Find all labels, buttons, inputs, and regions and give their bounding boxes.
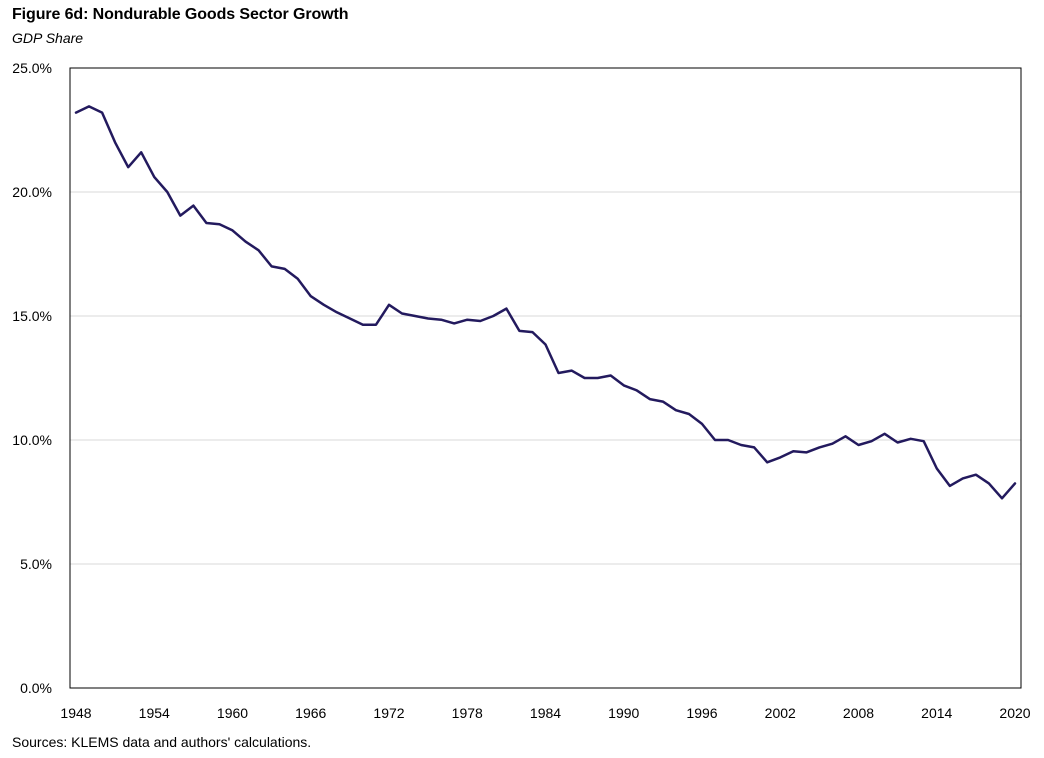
y-tick-label: 20.0%	[12, 184, 52, 200]
y-tick-label: 5.0%	[20, 556, 52, 572]
x-tick-label: 1972	[373, 705, 404, 721]
series-line	[74, 105, 1017, 500]
x-tick-label: 2008	[843, 705, 874, 721]
y-axis-tick-labels: 0.0% 5.0% 10.0% 15.0% 20.0% 25.0%	[12, 60, 52, 696]
x-tick-label: 1984	[530, 705, 561, 721]
y-tick-label: 15.0%	[12, 308, 52, 324]
x-tick-label: 1966	[295, 705, 326, 721]
y-tick-label: 25.0%	[12, 60, 52, 76]
x-tick-label: 2020	[999, 705, 1030, 721]
y-tick-label: 0.0%	[20, 680, 52, 696]
chart-title: Figure 6d: Nondurable Goods Sector Growt…	[12, 6, 349, 23]
x-tick-label: 1948	[60, 705, 91, 721]
x-tick-label: 2002	[765, 705, 796, 721]
x-tick-label: 1996	[686, 705, 717, 721]
chart-subtitle: GDP Share	[12, 30, 84, 46]
x-tick-label: 1978	[452, 705, 483, 721]
y-tick-label: 10.0%	[12, 432, 52, 448]
x-tick-label: 1960	[217, 705, 248, 721]
x-tick-label: 1990	[608, 705, 639, 721]
x-tick-label: 2014	[921, 705, 952, 721]
plot-area-frame	[69, 67, 1022, 689]
series-layer	[74, 105, 1017, 500]
gridlines	[70, 191, 1021, 565]
x-tick-label: 1954	[139, 705, 170, 721]
x-axis-tick-labels: 1948 1954 1960 1966 1972 1978 1984 1990 1996 2002…	[60, 705, 1030, 721]
chart-source-note: Sources: KLEMS data and authors' calcula…	[12, 734, 312, 750]
